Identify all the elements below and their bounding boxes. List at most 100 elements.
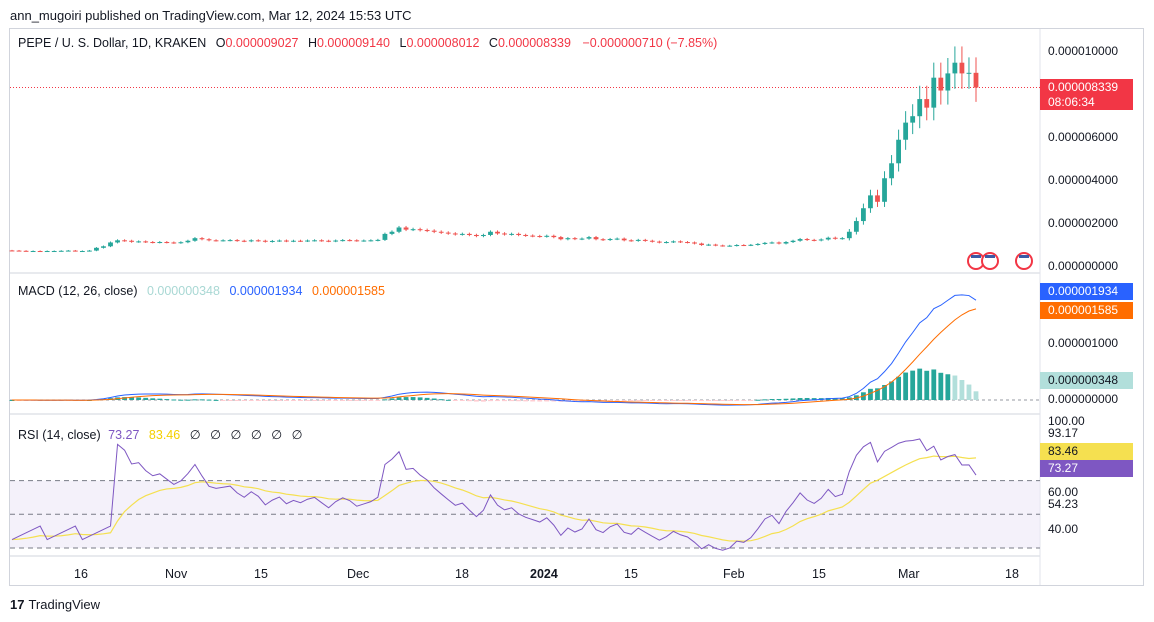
candle-body <box>896 139 901 164</box>
macd-histogram-bar <box>417 397 423 400</box>
macd-histogram-bar <box>171 399 177 401</box>
candle-body <box>762 242 768 244</box>
macd-histogram-bar <box>157 398 163 400</box>
candle-body <box>403 227 409 230</box>
macd-histogram-bar <box>255 400 261 401</box>
candle-body <box>537 236 543 238</box>
candle-body <box>220 240 226 242</box>
candle-body <box>692 242 697 244</box>
macd-histogram-bar <box>466 400 472 402</box>
macd-line <box>11 294 977 406</box>
open-label: O0.000009027 <box>216 36 299 50</box>
macd-histogram-bar <box>727 400 733 401</box>
macd-histogram-bar <box>642 400 648 401</box>
na-value: ∅ <box>291 428 303 442</box>
macd-histogram-bar <box>790 398 796 400</box>
macd-histogram-bar <box>326 400 332 401</box>
candle-body <box>269 240 275 242</box>
x-tick: 18 <box>1005 567 1019 581</box>
us-flag-event-icon <box>971 255 981 258</box>
macd-histogram-bar <box>903 372 909 400</box>
macd-histogram-bar <box>488 400 493 402</box>
macd-hist-value: 0.000000348 <box>146 284 220 298</box>
candle-body <box>305 240 310 242</box>
candle-body <box>551 235 557 238</box>
candle-body <box>213 240 219 242</box>
candle-body <box>952 62 958 74</box>
candle-body <box>741 245 747 247</box>
candle-body <box>699 243 704 246</box>
macd-histogram-bar <box>340 400 346 401</box>
candle-body <box>326 240 332 242</box>
candle-body <box>136 241 142 243</box>
candle-body <box>333 240 339 242</box>
na-value: ∅ <box>250 428 262 442</box>
candle-body <box>262 240 268 242</box>
candle-body <box>248 240 254 242</box>
macd-title[interactable]: MACD (12, 26, close) <box>18 284 138 298</box>
candle-body <box>298 240 303 242</box>
macd-histogram-bar <box>699 400 704 401</box>
candle-body <box>663 242 669 244</box>
price-legend: PEPE / U. S. Dollar, 1D, KRAKEN O0.00000… <box>18 36 723 50</box>
candle-body <box>818 239 824 241</box>
macd-histogram-bar <box>234 400 240 401</box>
macd-histogram-bar <box>333 400 339 401</box>
macd-histogram-bar <box>474 400 479 402</box>
candle-body <box>178 242 184 244</box>
us-flag-event-icon <box>985 255 995 258</box>
candle-body <box>199 238 205 240</box>
x-tick: 18 <box>455 567 469 581</box>
macd-histogram-bar <box>776 398 782 400</box>
candle-body <box>284 240 289 242</box>
macd-histogram-bar <box>502 400 507 402</box>
macd-histogram-bar <box>276 400 282 401</box>
candle-body <box>572 238 578 240</box>
candle-body <box>255 240 261 242</box>
candle-body <box>157 242 163 244</box>
candle-body <box>361 240 367 242</box>
macd-histogram-bar <box>720 400 726 401</box>
candle-body <box>966 72 972 74</box>
price-tick: 0.000010000 <box>1048 44 1119 58</box>
macd-histogram-bar <box>438 399 444 401</box>
rsi-title[interactable]: RSI (14, close) <box>18 428 101 442</box>
macd-histogram-bar <box>192 399 198 401</box>
candle-body <box>825 237 831 240</box>
candle-body <box>438 231 444 233</box>
macd-histogram-bar <box>368 400 374 401</box>
macd-histogram-bar <box>678 400 683 401</box>
candle-body <box>565 238 571 240</box>
price-tick: 0.000004000 <box>1048 173 1119 187</box>
macd-histogram-bar <box>347 400 353 401</box>
candle-body <box>389 231 395 234</box>
candle-body <box>164 242 170 244</box>
candle-body <box>79 251 85 253</box>
macd-histogram-bar <box>896 376 901 400</box>
rsi-tick: 54.23 <box>1048 497 1079 511</box>
candle-body <box>375 239 381 241</box>
macd-histogram-bar <box>839 398 845 400</box>
candle-body <box>727 245 733 247</box>
candle-body <box>347 240 353 242</box>
macd-histogram-bar <box>516 400 522 402</box>
price-tick: 0.000000000 <box>1048 259 1119 273</box>
candle-body <box>790 240 796 243</box>
candle-body <box>340 240 346 242</box>
tradingview-logo[interactable]: 17 TradingView <box>10 597 100 612</box>
bar-countdown: 08:06:34 <box>1048 95 1095 109</box>
na-value: ∅ <box>230 428 242 442</box>
h-letter: H <box>307 36 317 50</box>
candle-body <box>868 195 873 209</box>
symbol-title[interactable]: PEPE / U. S. Dollar, 1D, KRAKEN <box>18 36 207 50</box>
macd-histogram-bar <box>649 400 655 401</box>
macd-histogram-bar <box>628 400 634 401</box>
candle-body <box>495 231 500 234</box>
candle-body <box>635 239 641 241</box>
rsi-ma-line <box>11 455 977 542</box>
candle-body <box>424 230 430 232</box>
x-tick: 16 <box>74 567 88 581</box>
macd-histogram-bar <box>410 397 416 400</box>
candle-body <box>973 72 979 88</box>
